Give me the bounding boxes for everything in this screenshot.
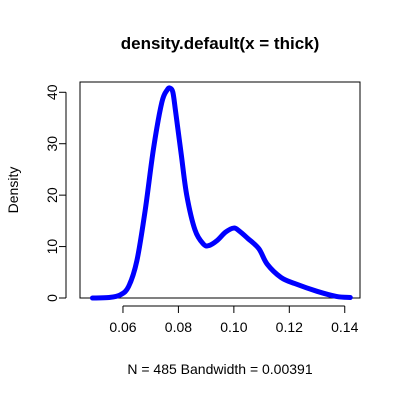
x-tick-label: 0.14 [331, 319, 358, 335]
y-tick-label: 10 [44, 239, 60, 255]
y-axis: 0 10 20 30 40 [44, 84, 67, 302]
chart-title: density.default(x = thick) [121, 34, 320, 53]
x-tick-label: 0.06 [109, 319, 136, 335]
x-axis: 0.06 0.08 0.10 0.12 0.14 [109, 305, 359, 335]
y-tick-label: 40 [44, 84, 60, 100]
y-tick-label: 20 [44, 187, 60, 203]
plot-frame [79, 81, 361, 299]
y-axis-label: Density [5, 167, 21, 214]
x-axis-label: N = 485 Bandwidth = 0.00391 [127, 361, 312, 377]
x-tick-label: 0.08 [165, 319, 192, 335]
x-tick-label: 0.12 [276, 319, 303, 335]
x-tick-label: 0.10 [220, 319, 247, 335]
density-curve [89, 85, 353, 301]
y-tick-label: 0 [44, 294, 60, 302]
y-tick-label: 30 [44, 136, 60, 152]
